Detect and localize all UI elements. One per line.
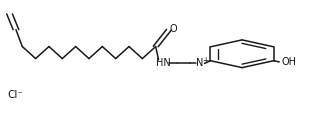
Text: OH: OH xyxy=(281,57,296,67)
Text: Cl⁻: Cl⁻ xyxy=(7,90,23,100)
Text: HN: HN xyxy=(156,58,171,68)
Text: +: + xyxy=(203,56,209,65)
Text: O: O xyxy=(169,24,177,34)
Text: N: N xyxy=(197,58,204,68)
